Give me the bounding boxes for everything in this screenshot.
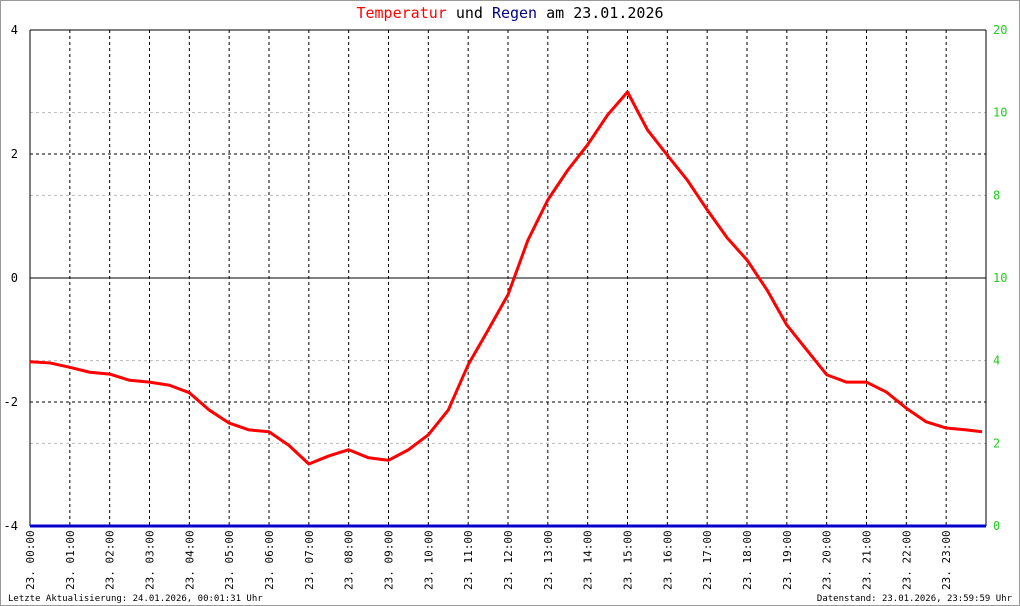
chart-title: Temperatur und Regen am 23.01.2026 <box>356 4 663 22</box>
x-tick-label: 23. 13:00 <box>542 530 555 590</box>
title-part: Regen <box>492 4 537 22</box>
x-tick-label: 23. 20:00 <box>821 530 834 590</box>
x-tick-label: 23. 08:00 <box>343 530 356 590</box>
y2-tick-label: 0 <box>993 519 1000 533</box>
y2-tick-label: 10 <box>993 271 1007 285</box>
title-part: Temperatur <box>356 4 446 22</box>
x-tick-label: 23. 23:00 <box>940 530 953 590</box>
y2-tick-label: 20 <box>993 23 1007 37</box>
x-tick-label: 23. 16:00 <box>661 530 674 590</box>
x-tick-label: 23. 14:00 <box>582 530 595 590</box>
x-tick-label: 23. 21:00 <box>861 530 874 590</box>
x-tick-label: 23. 02:00 <box>104 530 117 590</box>
x-tick-label: 23. 05:00 <box>223 530 236 590</box>
y2-tick-label: 4 <box>993 354 1000 368</box>
x-tick-label: 23. 19:00 <box>781 530 794 590</box>
x-tick-label: 23. 15:00 <box>622 530 635 590</box>
title-part: und <box>456 4 483 22</box>
x-tick-label: 23. 04:00 <box>183 530 196 590</box>
x-tick-label: 23. 09:00 <box>383 530 396 590</box>
title-part: am 23.01.2026 <box>546 4 663 22</box>
x-tick-label: 23. 11:00 <box>462 530 475 590</box>
y-tick-label: 2 <box>11 147 18 161</box>
x-tick-label: 23. 10:00 <box>422 530 435 590</box>
y2-tick-label: 8 <box>993 188 1000 202</box>
x-tick-label: 23. 06:00 <box>263 530 276 590</box>
y-tick-label: -4 <box>4 519 18 533</box>
y-tick-label: 0 <box>11 271 18 285</box>
x-tick-label: 23. 00:00 <box>24 530 37 590</box>
y-tick-label: -2 <box>4 395 18 409</box>
x-tick-label: 23. 07:00 <box>303 530 316 590</box>
x-tick-label: 23. 18:00 <box>741 530 754 590</box>
x-tick-label: 23. 17:00 <box>701 530 714 590</box>
x-tick-label: 23. 22:00 <box>900 530 913 590</box>
x-tick-label: 23. 03:00 <box>144 530 157 590</box>
series-line <box>29 90 983 466</box>
y2-tick-label: 10 <box>993 106 1007 120</box>
footer-left: Letzte Aktualisierung: 24.01.2026, 00:01… <box>8 594 263 604</box>
y-tick-label: 4 <box>11 23 18 37</box>
x-tick-label: 23. 12:00 <box>502 530 515 590</box>
footer-right: Datenstand: 23.01.2026, 23:59:59 Uhr <box>817 594 1013 604</box>
y2-tick-label: 2 <box>993 436 1000 450</box>
x-tick-label: 23. 01:00 <box>64 530 77 590</box>
